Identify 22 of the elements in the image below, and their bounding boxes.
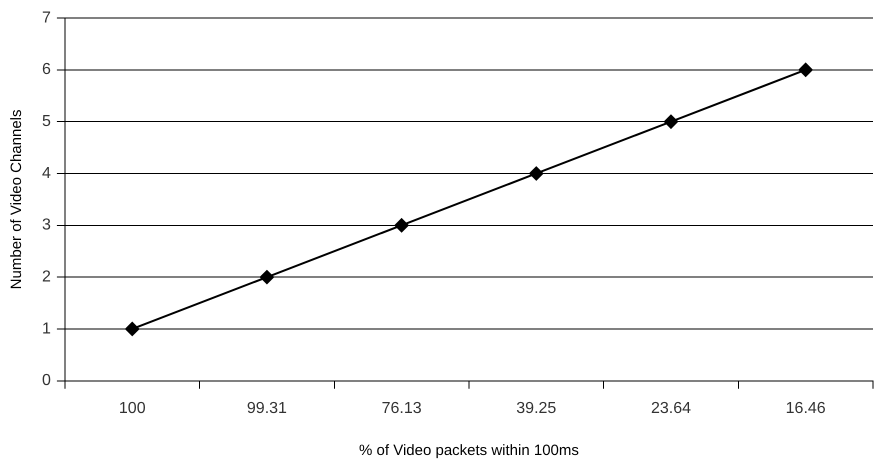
y-tick-label: 0 [42, 372, 51, 390]
point [394, 218, 409, 232]
y-tick-label: 1 [42, 320, 51, 338]
y-tick-label: 6 [42, 61, 51, 78]
y-tick-label: 7 [42, 9, 51, 26]
y-tick-label: 4 [42, 164, 51, 182]
y-tick-label: 2 [42, 268, 51, 286]
y-axis-title: Number of Video Channels [8, 109, 26, 290]
y-tick-label: 3 [42, 216, 51, 234]
x-axis-title: % of Video packets within 100ms [359, 442, 579, 460]
y-tick-label: 5 [42, 113, 51, 130]
point [529, 166, 544, 180]
x-tick-label: 76.13 [382, 400, 422, 417]
point [664, 114, 678, 129]
point [798, 62, 813, 77]
point [125, 322, 140, 336]
x-tick-label: 39.25 [516, 400, 556, 417]
x-tick-label: 99.31 [246, 400, 288, 417]
x-tick-label: 100 [118, 400, 146, 417]
point [260, 270, 274, 284]
x-tick-label: 16.46 [786, 400, 826, 417]
x-tick-label: 23.64 [650, 400, 692, 417]
